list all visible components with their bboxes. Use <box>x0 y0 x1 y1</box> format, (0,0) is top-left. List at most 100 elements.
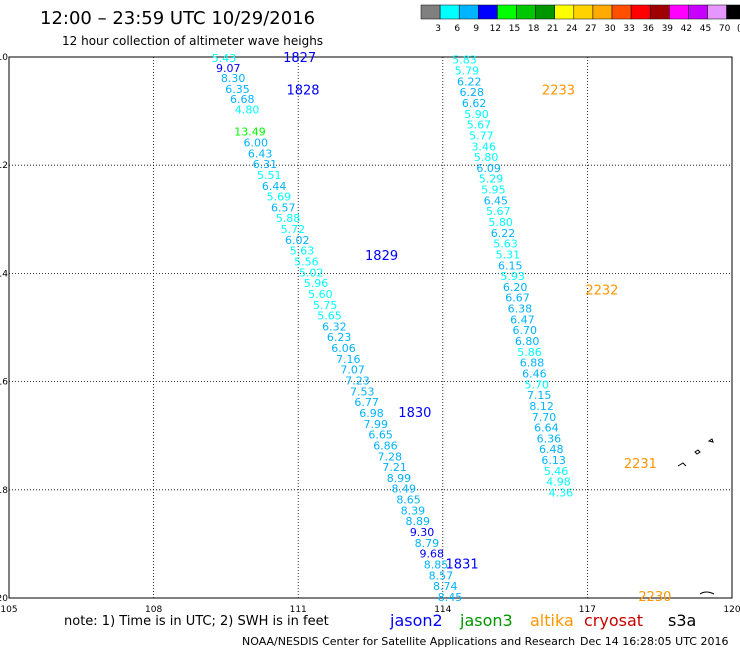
swh-label: 6.06 <box>331 342 356 355</box>
swh-label: 8.99 <box>387 472 412 485</box>
swh-label: 5.67 <box>486 205 511 218</box>
legend-swatch <box>669 4 689 20</box>
y-tick-label: -16 <box>0 378 8 388</box>
x-tick-label: 105 <box>0 605 17 615</box>
legend-label: 3 <box>435 24 441 34</box>
swh-label: 7.15 <box>527 389 552 402</box>
swh-label: 8.65 <box>396 494 421 507</box>
legend-label: 70 <box>719 24 731 34</box>
swh-label: 6.20 <box>503 281 528 294</box>
swh-label: 6.22 <box>491 227 516 240</box>
legend-label: (ft) <box>737 24 740 34</box>
swh-label: 5.72 <box>281 223 306 236</box>
legend-label: 12 <box>490 24 501 34</box>
x-tick-label: 120 <box>723 605 740 615</box>
swh-label: 8.45 <box>438 591 463 604</box>
legend-swatch <box>573 4 594 20</box>
swh-label: 5.77 <box>469 129 494 142</box>
swh-label: 5.70 <box>525 378 550 391</box>
swh-label: 6.70 <box>512 324 537 337</box>
swh-label: 5.83 <box>452 54 477 67</box>
legend-label: 27 <box>585 24 596 34</box>
pass-time-label: 1827 <box>283 51 316 66</box>
legend-swatch <box>630 4 651 20</box>
legend-swatch <box>726 4 740 20</box>
mission-s3a: s3a <box>668 611 696 630</box>
mission-jason3: jason3 <box>459 611 513 630</box>
swh-label: 5.95 <box>481 184 506 197</box>
map-frame <box>8 56 733 599</box>
swh-label: 5.86 <box>517 346 542 359</box>
swh-label: 4.98 <box>546 476 571 489</box>
chart-title: 12:00 – 23:59 UTC 10/29/2016 <box>40 8 315 29</box>
legend-label: 15 <box>509 24 520 34</box>
x-tick-label: 114 <box>434 605 451 615</box>
swh-label: 5.75 <box>313 299 338 312</box>
swh-label: 6.46 <box>522 367 547 380</box>
swh-label: 5.51 <box>257 169 282 182</box>
y-tick-label: -18 <box>0 486 8 496</box>
legend-label: 21 <box>547 24 558 34</box>
swh-label: 8.57 <box>429 569 454 582</box>
y-tick-label: -20 <box>0 594 8 604</box>
swh-label: 13.49 <box>234 126 266 139</box>
legend-swatch <box>554 4 575 20</box>
swh-label: 6.38 <box>508 303 533 316</box>
swh-label: 6.13 <box>541 454 566 467</box>
legend-swatch <box>458 4 479 20</box>
legend-label: 42 <box>681 24 692 34</box>
swh-label: 5.02 <box>299 266 324 279</box>
swh-label: 9.30 <box>410 526 435 539</box>
altimeter-tracks: 5.439.078.306.356.684.8013.496.006.436.3… <box>212 51 672 605</box>
timestamp: Dec 14 16:28:05 UTC 2016 <box>580 635 728 648</box>
swh-label: 7.70 <box>532 411 557 424</box>
swh-label: 6.45 <box>484 194 509 207</box>
swh-label: 5.56 <box>294 255 319 268</box>
legend-label: 39 <box>662 24 674 34</box>
swh-label: 7.23 <box>345 375 370 388</box>
swh-label: 6.35 <box>225 83 250 96</box>
swh-label: 7.16 <box>336 353 361 366</box>
footnote: note: 1) Time is in UTC; 2) SWH is in fe… <box>64 614 329 629</box>
swh-label: 5.88 <box>276 212 301 225</box>
legend-label: 6 <box>454 24 460 34</box>
swh-label: 6.80 <box>515 335 540 348</box>
swh-label: 8.89 <box>405 515 430 528</box>
swh-label: 7.28 <box>378 450 403 463</box>
swh-label: 6.36 <box>537 432 562 445</box>
swh-label: 6.47 <box>510 313 535 326</box>
legend-swatch <box>478 4 498 20</box>
swh-label: 5.69 <box>267 191 292 204</box>
legend-swatch <box>611 4 632 20</box>
x-tick-label: 117 <box>579 605 596 615</box>
swh-label: 6.48 <box>539 443 564 456</box>
swh-label: 9.68 <box>419 548 444 561</box>
swh-label: 6.98 <box>359 407 384 420</box>
legend-label: 36 <box>642 24 654 34</box>
legend-swatch <box>497 4 517 20</box>
swh-label: 5.93 <box>500 270 525 283</box>
swh-label: 8.12 <box>529 400 554 413</box>
swh-label: 8.30 <box>221 72 246 85</box>
swh-label: 6.23 <box>327 331 352 344</box>
swh-label: 8.39 <box>401 504 426 517</box>
swh-label: 5.46 <box>544 465 569 478</box>
swh-label: 5.80 <box>488 216 513 229</box>
coastline <box>677 438 715 595</box>
swh-label: 7.99 <box>364 418 389 431</box>
swh-label: 6.32 <box>322 320 347 333</box>
legend-label: 45 <box>700 24 711 34</box>
pass-time-label: 2232 <box>585 284 618 299</box>
legend-label: 24 <box>566 24 578 34</box>
legend-label: 18 <box>528 24 540 34</box>
swh-label: 5.31 <box>496 248 521 261</box>
swh-label: 6.77 <box>354 396 379 409</box>
swh-label: 6.68 <box>230 93 255 106</box>
y-tick-label: -10 <box>0 53 8 63</box>
swh-label: 6.00 <box>244 136 269 149</box>
swh-label: 6.65 <box>368 429 393 442</box>
legend-swatch <box>649 4 670 20</box>
swh-label: 5.90 <box>464 108 489 121</box>
